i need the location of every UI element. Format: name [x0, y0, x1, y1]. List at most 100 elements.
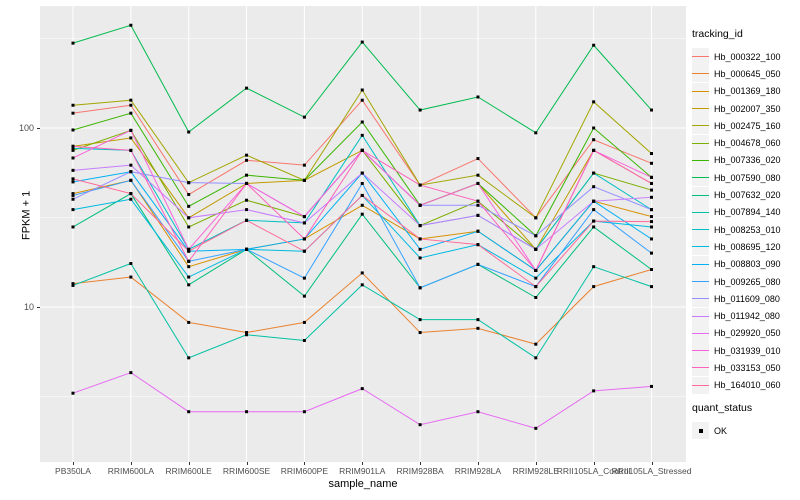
data-point — [71, 41, 75, 45]
data-point — [71, 156, 75, 160]
data-point — [302, 276, 306, 280]
x-tick-label-RRII105LA_Control: RRII105LA_Control — [556, 466, 631, 476]
data-point — [187, 265, 191, 269]
legend-key-line-icon — [692, 203, 709, 221]
data-point — [71, 192, 75, 196]
data-point — [650, 208, 653, 212]
x-tick-label-RRIM600SE: RRIM600SE — [222, 466, 271, 476]
y-tick-label: 100 — [18, 123, 34, 133]
data-point — [245, 181, 249, 185]
x-tick-mark — [130, 462, 132, 465]
data-point — [360, 203, 364, 207]
data-point — [534, 234, 538, 238]
plot-panel — [40, 6, 686, 462]
data-point — [592, 148, 596, 152]
data-point — [187, 204, 191, 208]
x-tick-mark — [188, 462, 190, 465]
data-point — [302, 215, 306, 219]
legend-item-label: Hb_001369_180 — [714, 86, 781, 97]
data-point — [302, 163, 306, 167]
data-point — [360, 171, 364, 175]
data-point — [476, 318, 480, 322]
legend-items: Hb_000322_100 Hb_000645_050 Hb_001369_180 H… — [692, 48, 798, 394]
data-point — [476, 243, 480, 247]
data-point — [245, 86, 249, 90]
legend-key-line-icon — [692, 359, 709, 377]
data-point — [71, 208, 75, 212]
legend-item-Hb_000322_100: Hb_000322_100 — [692, 48, 798, 66]
legend-key-line-icon — [692, 307, 709, 325]
data-point — [187, 275, 191, 279]
data-point — [650, 161, 653, 165]
data-point — [360, 387, 364, 391]
legend-item-label: Hb_029920_050 — [714, 328, 781, 339]
legend-item-label: Hb_008695_120 — [714, 241, 781, 252]
legend-key-line-icon — [692, 186, 709, 204]
legend-item-label: Hb_008803_090 — [714, 259, 781, 270]
data-point — [129, 170, 133, 174]
x-tick-label-RRIM600LE: RRIM600LE — [165, 466, 212, 476]
legend-item-Hb_007590_080: Hb_007590_080 — [692, 169, 798, 187]
data-point — [245, 331, 249, 335]
legend-key-line-icon — [692, 238, 709, 256]
legend-key-line-icon — [692, 273, 709, 290]
data-point — [71, 168, 75, 172]
legend-item-label: Hb_033153_050 — [714, 362, 781, 373]
legend-item-Hb_164010_060: Hb_164010_060 — [692, 376, 798, 394]
legend-item-label: Hb_008253_010 — [714, 224, 781, 235]
legend-item-Hb_002475_160: Hb_002475_160 — [692, 117, 798, 135]
data-point — [650, 285, 653, 289]
data-point — [534, 356, 538, 360]
legend-title-tracking-id: tracking_id — [692, 28, 743, 40]
legend-item-label: Hb_031939_010 — [714, 345, 781, 356]
data-point — [534, 131, 538, 135]
data-point — [129, 178, 133, 182]
data-point — [360, 193, 364, 197]
legend-item-Hb_002007_350: Hb_002007_350 — [692, 100, 798, 118]
data-point — [302, 338, 306, 342]
data-point — [534, 247, 538, 251]
legend-item-ok: OK — [692, 422, 798, 440]
data-point — [129, 197, 133, 201]
data-point — [360, 120, 364, 124]
data-point — [534, 426, 538, 430]
legend-key-line-icon — [692, 48, 709, 66]
data-point — [650, 220, 653, 224]
data-point — [360, 133, 364, 137]
data-point — [360, 271, 364, 275]
legend-item-label: Hb_011609_080 — [714, 293, 780, 304]
data-point — [302, 294, 306, 298]
data-point — [71, 193, 75, 197]
legend-key-line-icon — [692, 221, 709, 239]
data-point — [245, 410, 249, 414]
data-point — [418, 318, 422, 322]
legend-item-label: Hb_007632_020 — [714, 190, 781, 201]
y-axis-title: FPKM + 1 — [20, 190, 33, 240]
data-point — [71, 177, 75, 181]
data-point — [418, 224, 422, 228]
data-point — [360, 88, 364, 92]
data-point — [187, 130, 191, 134]
x-tick-mark — [420, 462, 422, 465]
data-point — [650, 251, 653, 255]
data-point — [245, 198, 249, 202]
data-point — [592, 208, 596, 212]
data-point — [418, 423, 422, 427]
data-point — [592, 100, 596, 104]
data-point — [650, 195, 653, 199]
legend-key-line-icon — [692, 82, 709, 100]
data-point — [187, 193, 191, 197]
data-point — [592, 185, 596, 189]
legend-item-label: Hb_000645_050 — [714, 68, 781, 79]
data-point — [302, 237, 306, 241]
data-point — [71, 111, 75, 115]
legend-item-Hb_008695_120: Hb_008695_120 — [692, 238, 798, 256]
x-tick-label-RRIM928LA: RRIM928LA — [454, 466, 502, 476]
legend-item-Hb_011942_080: Hb_011942_080 — [692, 307, 798, 325]
data-point — [129, 128, 133, 132]
data-point — [129, 275, 133, 279]
legend-key-line-icon — [692, 100, 709, 118]
legend-item-label: Hb_007590_080 — [714, 172, 781, 183]
legend-item-Hb_009265_080: Hb_009265_080 — [692, 273, 798, 290]
legend-item-Hb_007894_140: Hb_007894_140 — [692, 203, 798, 221]
